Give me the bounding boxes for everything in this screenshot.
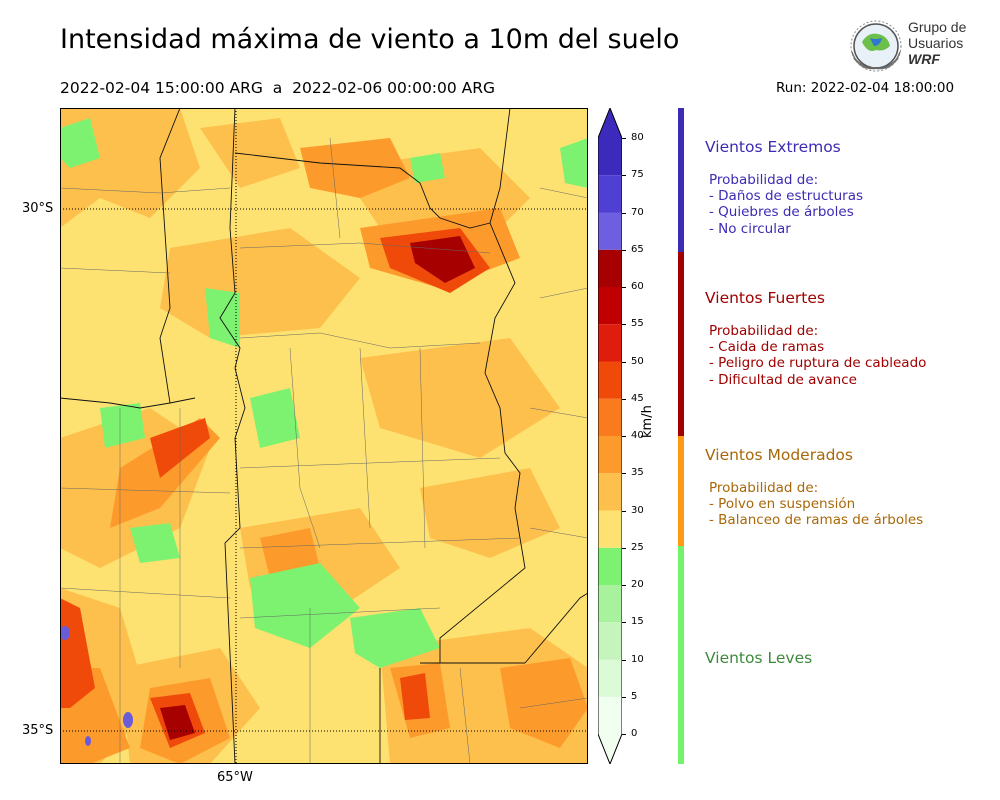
- colorbar-tick-mark: [622, 398, 626, 400]
- legend-item: - Peligro de ruptura de cableado: [709, 355, 927, 372]
- colorbar-tick-mark: [622, 622, 626, 624]
- colorbar-level: [598, 436, 622, 474]
- colorbar-tick-label: 35: [631, 467, 644, 479]
- colorbar-level: [598, 659, 622, 697]
- logo-text-line1: Grupo de: [908, 19, 967, 35]
- colorbar-tick-label: 5: [631, 690, 638, 702]
- colorbar-level: [598, 622, 622, 660]
- colorbar-level: [598, 696, 622, 734]
- colorbar-unit-label: km/h: [640, 405, 655, 438]
- graticule: [60, 108, 588, 764]
- model-run-time: Run: 2022-02-04 18:00:00: [776, 80, 955, 96]
- legend-item: - Daños de estructuras: [709, 188, 864, 205]
- colorbar-tick-label: 15: [631, 616, 644, 628]
- colorbar-level: [598, 510, 622, 548]
- legend-bar-fuertes: [678, 252, 684, 436]
- colorbar-extend-min: [598, 734, 622, 764]
- colorbar-tick-mark: [622, 324, 626, 326]
- lon-label-65w: 65°W: [217, 770, 253, 785]
- colorbar-tick-mark: [622, 361, 626, 363]
- legend-list-extremos: Probabilidad de: - Daños de estructuras …: [709, 172, 863, 237]
- colorbar-tick-label: 30: [631, 504, 644, 516]
- colorbar-level: [598, 212, 622, 250]
- colorbar-extend-max: [598, 108, 622, 138]
- legend-bar-moderados: [678, 436, 684, 546]
- province-borders: [60, 108, 588, 764]
- department-borders: [60, 108, 588, 764]
- colorbar-tick-label: 80: [631, 132, 644, 143]
- legend-item: - Dificultad de avance: [709, 371, 857, 388]
- colorbar-tick-mark: [622, 473, 626, 475]
- legend-heading: Probabilidad de:: [709, 480, 819, 496]
- colorbar-tick-mark: [622, 212, 626, 214]
- colorbar-tick-label: 25: [631, 541, 644, 553]
- colorbar-tick-mark: [622, 734, 626, 735]
- colorbar-tick-mark: [622, 287, 626, 288]
- lat-label-30s: 30°S: [22, 201, 54, 216]
- colorbar-tick-label: 40: [631, 430, 644, 441]
- wrf-group-logo: Grupo de Usuarios WRF: [848, 18, 968, 74]
- colorbar-level: [598, 547, 622, 585]
- colorbar-tick-label: 50: [631, 355, 644, 367]
- legend-list-fuertes: Probabilidad de: - Caida de ramas - Peli…: [709, 323, 926, 388]
- colorbar-level: [598, 473, 622, 511]
- wind-65-70-areas: [60, 626, 133, 746]
- wind-20-25-areas: [60, 118, 588, 668]
- colorbar-level: [598, 175, 622, 213]
- legend-title-leves: Vientos Leves: [705, 649, 813, 667]
- colorbar-level: [598, 287, 622, 325]
- logo-text-line2: Usuarios: [908, 35, 964, 51]
- legend-item: - Quiebres de árboles: [709, 204, 854, 221]
- colorbar-tick-mark: [622, 547, 626, 549]
- colorbar-tick-label: 0: [631, 728, 638, 739]
- colorbar-tick-label: 10: [631, 653, 644, 665]
- legend-bar-extremos: [678, 108, 684, 252]
- colorbar-tick-mark: [622, 585, 626, 586]
- forecast-period: 2022-02-04 15:00:00 ARG a 2022-02-06 00:…: [60, 79, 496, 97]
- colorbar-tick-label: 70: [631, 206, 644, 218]
- legend-list-moderados: Probabilidad de: - Polvo en suspensión -…: [709, 480, 923, 529]
- colorbar-level: [598, 398, 622, 436]
- colorbar-level: [598, 138, 622, 176]
- colorbar-tick-label: 65: [631, 243, 644, 255]
- colorbar-tick-mark: [622, 696, 626, 698]
- colorbar-tick-mark: [622, 138, 626, 139]
- colorbar-level: [598, 324, 622, 362]
- colorbar-tick-label: 60: [631, 281, 644, 292]
- colorbar-level: [598, 585, 622, 623]
- legend-item: - Caida de ramas: [709, 339, 825, 356]
- logo-text-line3: WRF: [908, 51, 940, 67]
- legend-heading: Probabilidad de:: [709, 172, 819, 188]
- colorbar-tick-mark: [622, 436, 626, 437]
- legend-bar-leves: [678, 546, 684, 764]
- colorbar-tick-mark: [622, 510, 626, 512]
- colorbar-tick-mark: [622, 659, 626, 661]
- legend-title-moderados: Vientos Moderados: [705, 446, 853, 464]
- legend-item: - Polvo en suspensión: [709, 496, 856, 513]
- wind-map: [60, 108, 588, 764]
- colorbar-tick-label: 75: [631, 169, 644, 181]
- globe-wrf-icon: [850, 20, 902, 72]
- legend-heading: Probabilidad de:: [709, 323, 819, 339]
- colorbar-tick-label: 20: [631, 579, 644, 590]
- lat-label-35s: 35°S: [22, 723, 54, 738]
- legend-title-fuertes: Vientos Fuertes: [705, 289, 825, 307]
- colorbar-tick-mark: [622, 175, 626, 177]
- map-title: Intensidad máxima de viento a 10m del su…: [60, 24, 680, 55]
- legend-item: - No circular: [709, 220, 791, 237]
- colorbar-level: [598, 249, 622, 287]
- colorbar: [598, 108, 622, 764]
- colorbar-tick-mark: [622, 249, 626, 251]
- legend-title-extremos: Vientos Extremos: [705, 138, 841, 156]
- map-frame: [60, 108, 588, 764]
- colorbar-level: [598, 361, 622, 399]
- colorbar-tick-label: 55: [631, 318, 644, 330]
- colorbar-tick-label: 45: [631, 392, 644, 404]
- legend-item: - Balanceo de ramas de árboles: [709, 512, 924, 529]
